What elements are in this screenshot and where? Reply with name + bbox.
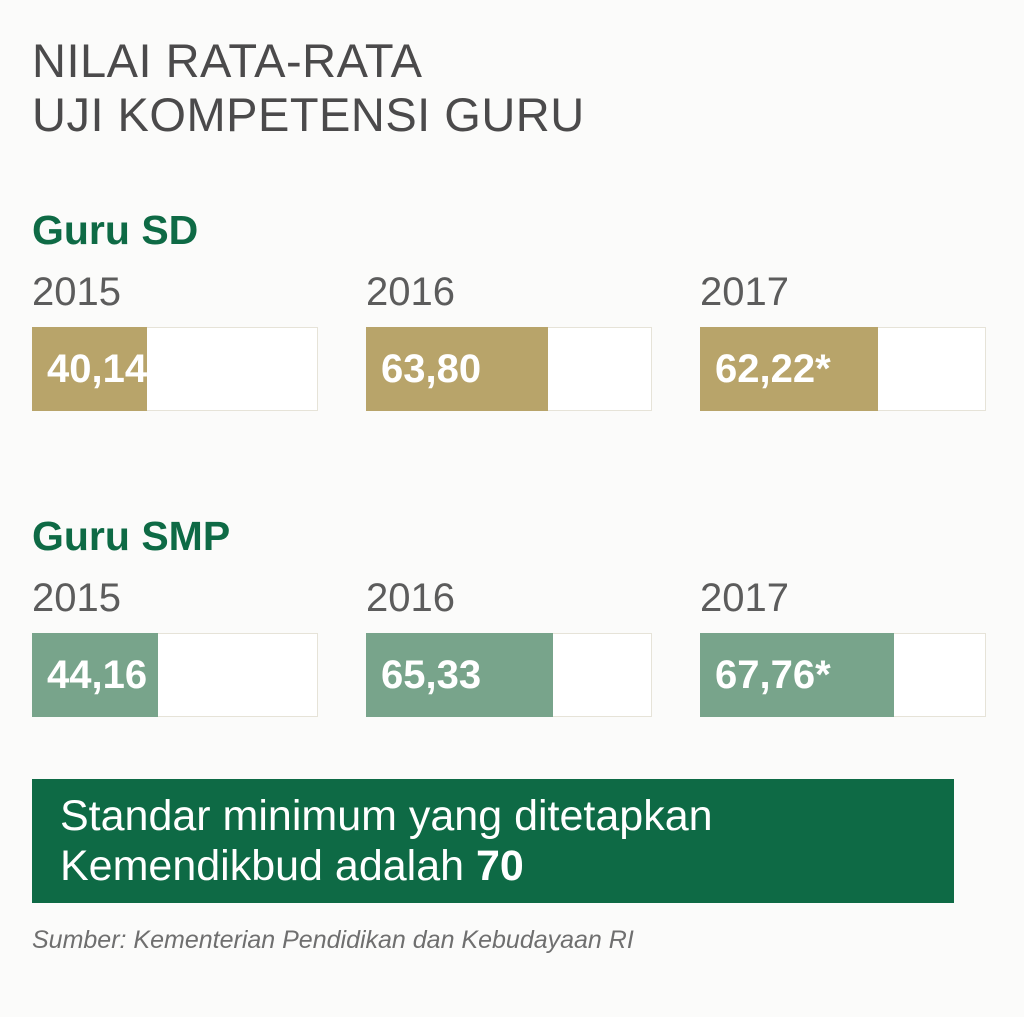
year-label: 2017 [700,576,789,620]
bar [32,327,147,411]
bar-track: 44,16 [32,633,318,717]
note-line-1: Standar minimum yang ditetapkan [60,792,713,840]
bar-track: 67,76* [700,633,986,717]
year-label: 2015 [32,270,121,314]
year-label: 2017 [700,270,789,314]
year-label: 2016 [366,576,455,620]
bar-track: 63,80 [366,327,652,411]
bar-track: 65,33 [366,633,652,717]
note-line-2: Kemendikbud adalah 70 [60,841,954,891]
bar-value-label: 62,22* [715,347,831,391]
bar-track: 40,14 [32,327,318,411]
bar-value-label: 67,76* [715,653,831,697]
year-label: 2015 [32,576,121,620]
group-title-guru-sd: Guru SD [32,207,199,253]
bar-value-label: 44,16 [47,653,148,697]
bar-value-label: 40,14 [47,347,148,391]
note-minimum-value: 70 [475,842,524,890]
title-line-1: NILAI RATA-RATA [32,34,423,87]
bar-track: 62,22* [700,327,986,411]
minimum-standard-note: Standar minimum yang ditetapkan Kemendik… [32,779,954,903]
group-title-guru-smp: Guru SMP [32,513,231,559]
title-line-2: UJI KOMPETENSI GURU [32,88,585,141]
source-credit: Sumber: Kementerian Pendidikan dan Kebud… [32,926,634,954]
note-line-2-text: Kemendikbud adalah [60,842,476,890]
bar [366,633,553,717]
chart-title: NILAI RATA-RATA UJI KOMPETENSI GURU [32,34,585,142]
bar [700,327,878,411]
year-label: 2016 [366,270,455,314]
bar [366,327,548,411]
bar-value-label: 65,33 [381,653,482,697]
bar-value-label: 63,80 [381,347,482,391]
bar [700,633,894,717]
bar [32,633,158,717]
